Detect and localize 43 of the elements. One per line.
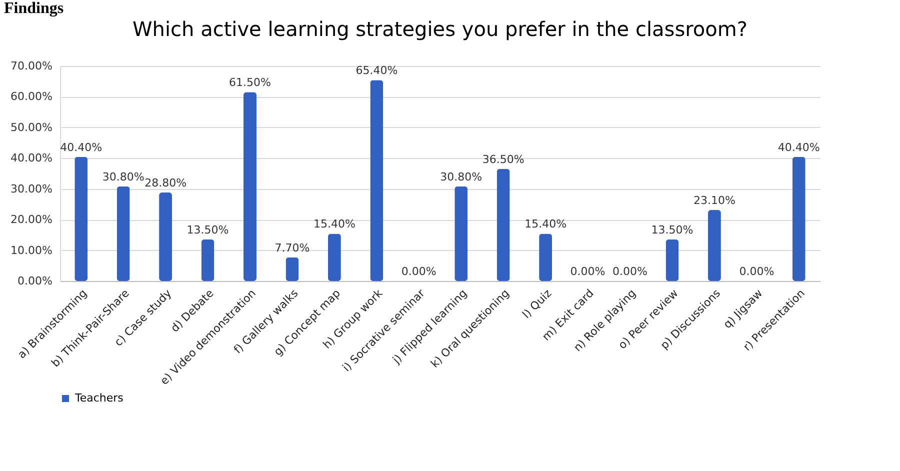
bar <box>666 240 679 281</box>
data-label: 30.80% <box>102 170 144 184</box>
data-label: 65.40% <box>356 64 398 78</box>
bar <box>116 186 130 281</box>
y-tick-label: 40.00% <box>10 152 52 165</box>
data-label: 40.40% <box>60 140 102 154</box>
bar <box>792 156 806 281</box>
chart-title: Which active learning strategies you prefer in the classroom? <box>132 17 748 41</box>
y-tick-label: 20.00% <box>10 213 52 226</box>
bar <box>244 92 256 281</box>
data-label: 13.50% <box>651 224 694 237</box>
data-label: 30.80% <box>440 170 482 184</box>
data-label: 0.00% <box>739 265 774 278</box>
data-label: 0.00% <box>401 265 436 278</box>
bar <box>708 210 721 281</box>
bar <box>328 234 341 281</box>
bar <box>539 234 552 281</box>
legend-label: Teachers <box>74 392 124 404</box>
data-label: 28.80% <box>144 176 187 190</box>
bar <box>201 240 214 281</box>
bar <box>454 186 468 281</box>
data-label: 15.40% <box>313 218 356 231</box>
data-label: 0.00% <box>612 265 648 278</box>
data-label: 40.40% <box>778 140 820 154</box>
data-label: 23.10% <box>693 194 736 208</box>
data-label: 36.50% <box>482 152 524 166</box>
bar <box>74 156 88 281</box>
data-label: 13.50% <box>186 224 229 237</box>
y-tick-label: 70.00% <box>10 60 52 72</box>
y-tick-label: 0.00% <box>18 274 52 288</box>
y-tick-label: 50.00% <box>10 120 52 134</box>
data-label: 7.70% <box>274 241 310 254</box>
bar <box>496 168 510 281</box>
data-label: 15.40% <box>524 218 567 231</box>
bar <box>159 192 172 281</box>
data-label: 0.00% <box>570 265 606 278</box>
bar <box>286 257 299 281</box>
y-tick-label: 60.00% <box>10 90 52 104</box>
text: Findings <box>4 0 64 18</box>
y-tick-label: 10.00% <box>10 244 52 257</box>
bar <box>370 80 384 281</box>
y-tick-label: 30.00% <box>10 182 52 196</box>
data-label: 61.50% <box>229 76 271 90</box>
